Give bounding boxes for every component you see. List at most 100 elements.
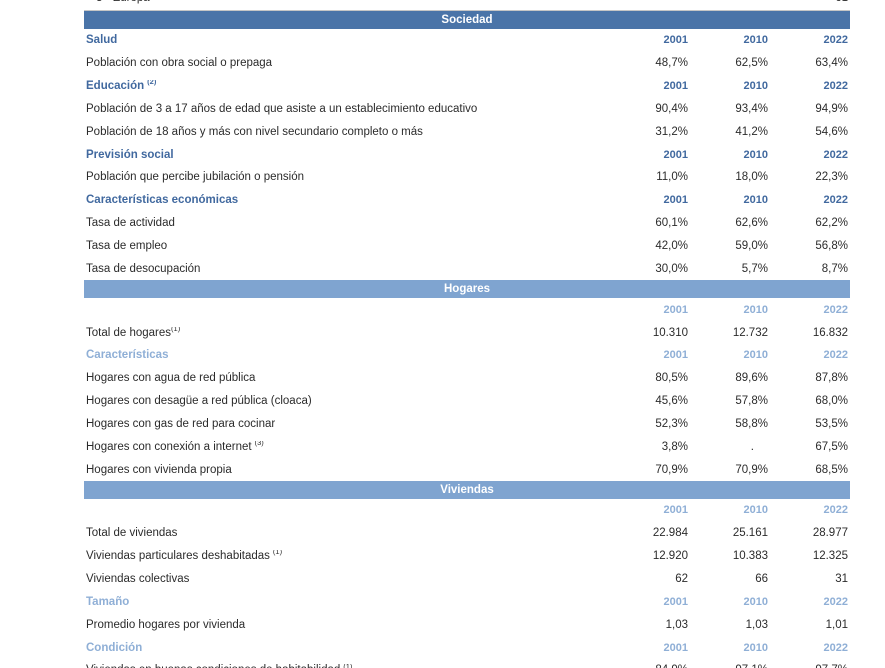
- value-cell: 90,4%: [655, 102, 688, 115]
- value-cell: 68,0%: [815, 395, 848, 408]
- data-row: Tasa de actividad 60,1% 62,6% 62,2%: [84, 212, 850, 235]
- row-label: Previsión social: [84, 149, 608, 161]
- footnote-marker: (1): [343, 664, 352, 668]
- section-viviendas: Viviendas 2001 2010 2022 Total de viviendas 2…: [84, 481, 850, 668]
- year-column-header: 2022: [823, 194, 848, 207]
- row-label-text: Hogares con vivienda propia: [86, 463, 232, 476]
- data-row: Viviendas en buenas condiciones de habit…: [84, 659, 850, 668]
- row-label-text: Previsión social: [86, 148, 174, 161]
- row-label: Características: [84, 349, 608, 361]
- group-header-row: Tamaño 2001 2010 2022: [84, 590, 850, 613]
- value-cell: 10.310: [652, 326, 688, 339]
- group-header-row: 2001 2010 2022: [84, 499, 850, 522]
- value-cell: 12.325: [812, 550, 848, 563]
- value-cell: 87,8%: [815, 372, 848, 385]
- row-label: Hogares con vivienda propia: [84, 464, 608, 476]
- year-column-header: 2010: [743, 148, 768, 161]
- year-column-header: 2001: [663, 148, 688, 161]
- row-label-text: Hogares con conexión a internet: [86, 440, 252, 453]
- year-column-header: 2022: [823, 34, 848, 47]
- value-cell: 25.161: [732, 527, 768, 540]
- value-cell: 11,0%: [656, 171, 688, 184]
- value-cell: 84,9%: [608, 664, 688, 668]
- footnote-marker: (1): [171, 326, 181, 333]
- group-header-row: Características 2001 2010 2022: [84, 344, 850, 367]
- row-label: Tasa de actividad: [84, 217, 608, 229]
- table-sections: Sociedad Salud 2001 2010 2022 Población con o…: [84, 10, 850, 668]
- value-cell: 31: [835, 572, 848, 585]
- year-column-header: 2001: [663, 349, 688, 362]
- value-cell: 58,8%: [735, 417, 768, 430]
- value-cell: 80,5%: [655, 372, 688, 385]
- data-row: Tasa de desocupación 30,0% 5,7% 8,7%: [84, 257, 850, 280]
- group-header-row: Educación (2) 2001 2010 2022: [84, 75, 850, 98]
- group-header-row: Salud 2001 2010 2022: [84, 29, 850, 52]
- year-column-header: 2022: [823, 303, 848, 316]
- data-row: Población con obra social o prepaga 48,7%…: [84, 52, 850, 75]
- value-cell: 56,8%: [815, 240, 848, 253]
- year-column-header: 2001: [663, 194, 688, 207]
- row-label-text: Población que percibe jubilación o pensi…: [86, 171, 305, 184]
- data-row: Viviendas colectivas 62 66 31: [84, 568, 850, 591]
- value-cell: 61: [768, 0, 848, 4]
- value-cell: 70,9%: [655, 463, 688, 476]
- value-cell: 60,1%: [655, 217, 688, 230]
- data-row: Hogares con vivienda propia 70,9% 70,9% 68,…: [84, 458, 850, 481]
- data-row: Total de hogares(1) 10.310 12.732 16.832: [84, 321, 850, 344]
- value-cell: 63,4%: [815, 57, 848, 70]
- year-column-header: 2010: [743, 34, 768, 47]
- value-cell: 48,7%: [655, 57, 688, 70]
- year-column-header: 2001: [663, 80, 688, 93]
- section-band-title: Hogares: [84, 280, 850, 299]
- row-label-text: Tasa de actividad: [86, 217, 175, 230]
- value-cell: 22,3%: [815, 171, 848, 184]
- year-column-header: 2001: [663, 303, 688, 316]
- year-column-header: 2022: [823, 595, 848, 608]
- row-label: Educación (2): [84, 80, 608, 92]
- value-cell: 97,1%: [688, 664, 768, 668]
- value-cell: .: [750, 440, 754, 453]
- previous-row-clipped: 3 - Europa 61: [84, 0, 850, 10]
- value-cell: 31,2%: [655, 125, 688, 138]
- data-row: Viviendas particulares deshabitadas (1) 12…: [84, 545, 850, 568]
- data-row: Población de 18 años y más con nivel sec…: [84, 120, 850, 143]
- group-header-row: Características económicas 2001 2010 2022: [84, 189, 850, 212]
- value-cell: 1,03: [665, 618, 688, 631]
- group-header-row: 2001 2010 2022: [84, 298, 850, 321]
- value-cell: 30,0%: [655, 262, 688, 275]
- section-sociedad: Sociedad Salud 2001 2010 2022 Población con o…: [84, 10, 850, 280]
- value-cell: 94,9%: [815, 102, 848, 115]
- value-cell: 54,6%: [815, 125, 848, 138]
- row-label: 3 - Europa: [84, 0, 768, 4]
- year-column-header: 2022: [823, 148, 848, 161]
- row-label-text: Salud: [86, 34, 118, 47]
- table-row: 3 - Europa 61: [84, 0, 850, 9]
- value-cell: 68,5%: [815, 463, 848, 476]
- row-label-text: Tasa de desocupación: [86, 262, 201, 275]
- row-label-text: Viviendas en buenas condiciones de habit…: [86, 664, 340, 668]
- row-label-text: Población de 3 a 17 años de edad que asi…: [86, 102, 478, 115]
- row-label-text: Viviendas colectivas: [86, 572, 190, 585]
- row-label: Tamaño: [84, 596, 608, 608]
- value-cell: 41,2%: [735, 125, 768, 138]
- value-cell: 28.977: [812, 527, 848, 540]
- section-band-title: Viviendas: [84, 481, 850, 500]
- row-label-text: Hogares con desagüe a red pública (cloac…: [86, 395, 312, 408]
- row-label: Viviendas en buenas condiciones de habit…: [84, 664, 608, 668]
- year-column-header: 2001: [663, 34, 688, 47]
- row-label: Salud: [84, 34, 608, 46]
- row-label: Hogares con gas de red para cocinar: [84, 418, 608, 430]
- year-column-header: 2010: [743, 641, 768, 654]
- data-row: Hogares con desagüe a red pública (cloac…: [84, 390, 850, 413]
- value-cell: 22.984: [652, 527, 688, 540]
- row-label-text: Viviendas particulares deshabitadas: [86, 550, 270, 563]
- row-label-text: Promedio hogares por vivienda: [86, 618, 246, 631]
- row-label-text: Tasa de empleo: [86, 240, 168, 253]
- value-cell: 67,5%: [815, 440, 848, 453]
- row-label: Características económicas: [84, 194, 608, 206]
- value-cell: 12.920: [652, 550, 688, 563]
- value-cell: 5,7%: [741, 262, 768, 275]
- year-column-header: 2010: [743, 349, 768, 362]
- value-cell: 12.732: [732, 326, 768, 339]
